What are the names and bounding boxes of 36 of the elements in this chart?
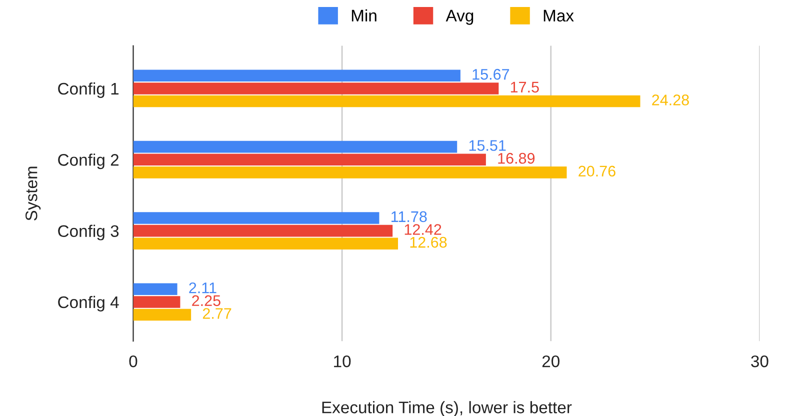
data-label: 2.25 <box>192 295 220 306</box>
y-tick-label: Config 4 <box>58 296 119 312</box>
data-label: 16.89 <box>498 152 535 164</box>
y-tick-label: Config 3 <box>58 224 119 240</box>
data-label: 12.42 <box>404 224 442 235</box>
x-tick-label: 0 <box>129 355 138 368</box>
data-label: 12.68 <box>410 236 447 248</box>
data-label: 24.28 <box>652 94 689 106</box>
x-tick-label: 30 <box>751 355 768 368</box>
data-label: 11.78 <box>391 211 427 222</box>
bar <box>133 166 567 178</box>
bar <box>133 283 178 296</box>
legend-label: Avg <box>446 10 474 25</box>
data-label: 2.11 <box>189 282 216 294</box>
data-label: 15.51 <box>469 140 506 151</box>
data-label: 15.67 <box>472 68 510 80</box>
x-tick-label: 20 <box>542 355 560 368</box>
data-label: 2.77 <box>202 308 232 319</box>
x-tick-label: 10 <box>334 355 351 368</box>
bar <box>133 212 380 224</box>
bar <box>133 224 393 237</box>
bar <box>133 95 640 108</box>
legend-label: Max <box>544 10 574 22</box>
bar <box>133 238 398 250</box>
bar <box>133 140 458 153</box>
bar <box>133 308 192 321</box>
bar <box>133 296 180 308</box>
y-tick-label: Config 1 <box>58 82 119 98</box>
bar <box>133 154 486 166</box>
y-tick-label: Config 2 <box>58 154 118 170</box>
data-label: 20.76 <box>578 166 616 177</box>
bar <box>133 70 460 82</box>
y-axis-title: System <box>26 166 41 220</box>
legend-label: Min <box>352 9 376 22</box>
data-label: 17.5 <box>510 82 539 93</box>
bar <box>133 82 499 94</box>
